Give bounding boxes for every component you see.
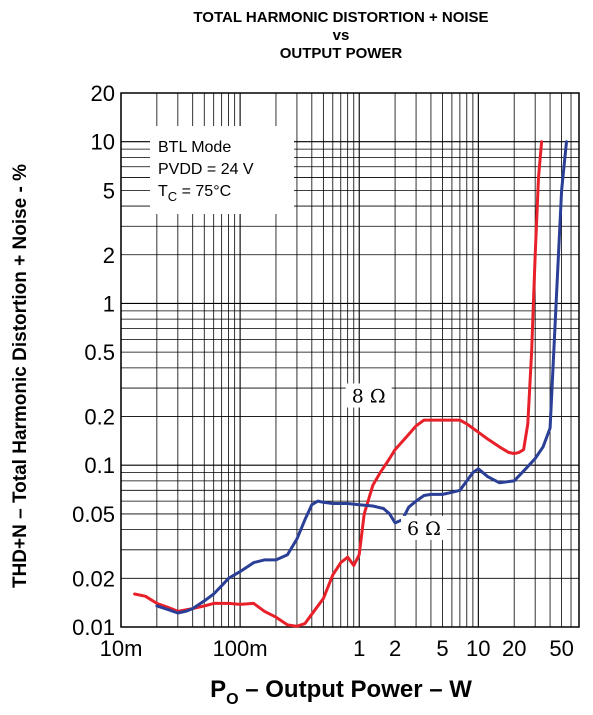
y-tick-label: 0.5 [84,340,115,365]
x-tick-label: 20 [502,636,526,661]
y-tick-label: 2 [103,243,115,268]
annotation-tc-main: T [158,183,168,200]
annotation-line3: TC = 75°C [158,183,231,204]
x-tick-label: 1 [353,636,365,661]
x-axis-title-rest: – Output Power – W [239,676,473,703]
chart-title-line1: TOTAL HARMONIC DISTORTION + NOISE [193,9,488,26]
chart-title-line3: OUTPUT POWER [280,45,403,62]
y-axis-title: THD+N – Total Harmonic Distortion + Nois… [10,164,31,588]
x-axis-title-main: P [210,676,226,703]
y-tick-label: 1 [103,292,115,317]
x-axis-title: PO – Output Power – W [210,676,472,708]
annotation-background [150,126,294,214]
series-line-6ohm [155,140,568,615]
annotation-line1: BTL Mode [158,139,231,156]
x-tick-label: 10m [100,636,143,661]
y-tick-label: 0.02 [72,566,115,591]
series-label-8ohm-group: 8 Ω [345,383,392,408]
conditions-annotation: BTL Mode PVDD = 24 V TC = 75°C [150,126,294,214]
y-tick-label: 0.05 [72,502,115,527]
series-label-8ohm-background [345,383,392,408]
annotation-line2: PVDD = 24 V [158,161,254,178]
x-tick-label: 2 [389,636,401,661]
y-tick-label: 0.2 [84,405,115,430]
annotation-tc-rest: = 75°C [177,183,231,200]
x-tick-label: 10 [466,636,490,661]
y-tick-label: 20 [91,81,115,106]
y-tick-labels: 0.01 0.02 0.05 0.1 0.2 0.5 1 2 5 10 20 [72,81,115,640]
series-label-8ohm: 8 Ω [352,386,386,408]
x-axis-title-sub: O [226,691,238,708]
series-label-6ohm: 6 Ω [407,518,441,540]
y-tick-label: 0.1 [84,453,115,478]
series-label-6ohm-group: 6 Ω [401,515,447,540]
annotation-tc-sub: C [168,189,177,204]
plot-frame [120,92,580,628]
y-tick-label: 10 [91,130,115,155]
y-tick-label: 0.01 [72,615,115,640]
series-line-8ohm [133,140,544,628]
series-group [133,140,568,628]
x-tick-label: 100m [213,636,268,661]
x-tick-label: 50 [549,636,573,661]
y-tick-label: 5 [103,178,115,203]
x-tick-label: 5 [436,636,448,661]
series-label-6ohm-background [401,515,447,540]
chart-title-line2: vs [333,27,350,44]
x-tick-labels: 10m 100m 1 2 5 10 20 50 [100,636,574,661]
